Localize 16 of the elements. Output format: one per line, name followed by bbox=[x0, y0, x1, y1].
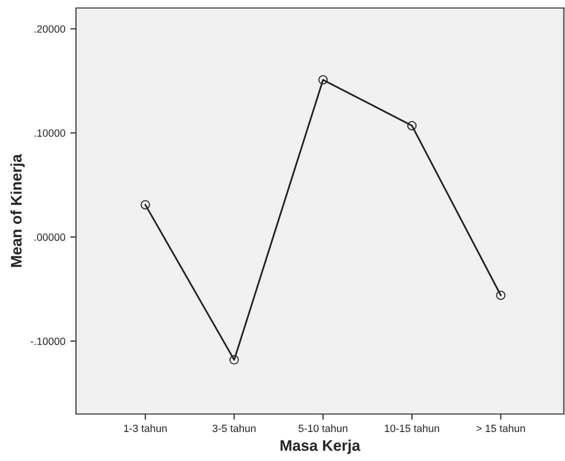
y-tick-label: .00000 bbox=[34, 234, 66, 241]
x-tick-label: 3-5 tahun bbox=[212, 424, 256, 432]
y-tick-label: .10000 bbox=[34, 129, 66, 137]
point bbox=[407, 120, 417, 130]
x-tick-label: 5-10 tahun bbox=[298, 424, 348, 432]
x-axis-title: Masa Kerja bbox=[280, 440, 360, 454]
point bbox=[318, 75, 328, 85]
x-tick-label: 10-15 tahun bbox=[384, 424, 440, 432]
point bbox=[140, 200, 150, 210]
y-axis-title: Mean of Kinerja bbox=[10, 154, 25, 267]
point bbox=[496, 290, 506, 300]
y-tick-label: .20000 bbox=[34, 25, 66, 33]
y-tick-label: -.10000 bbox=[30, 338, 66, 346]
point bbox=[229, 355, 239, 365]
x-tick-label: 1-3 tahun bbox=[124, 424, 167, 432]
x-tick-label: > 15 tahun bbox=[476, 424, 525, 432]
